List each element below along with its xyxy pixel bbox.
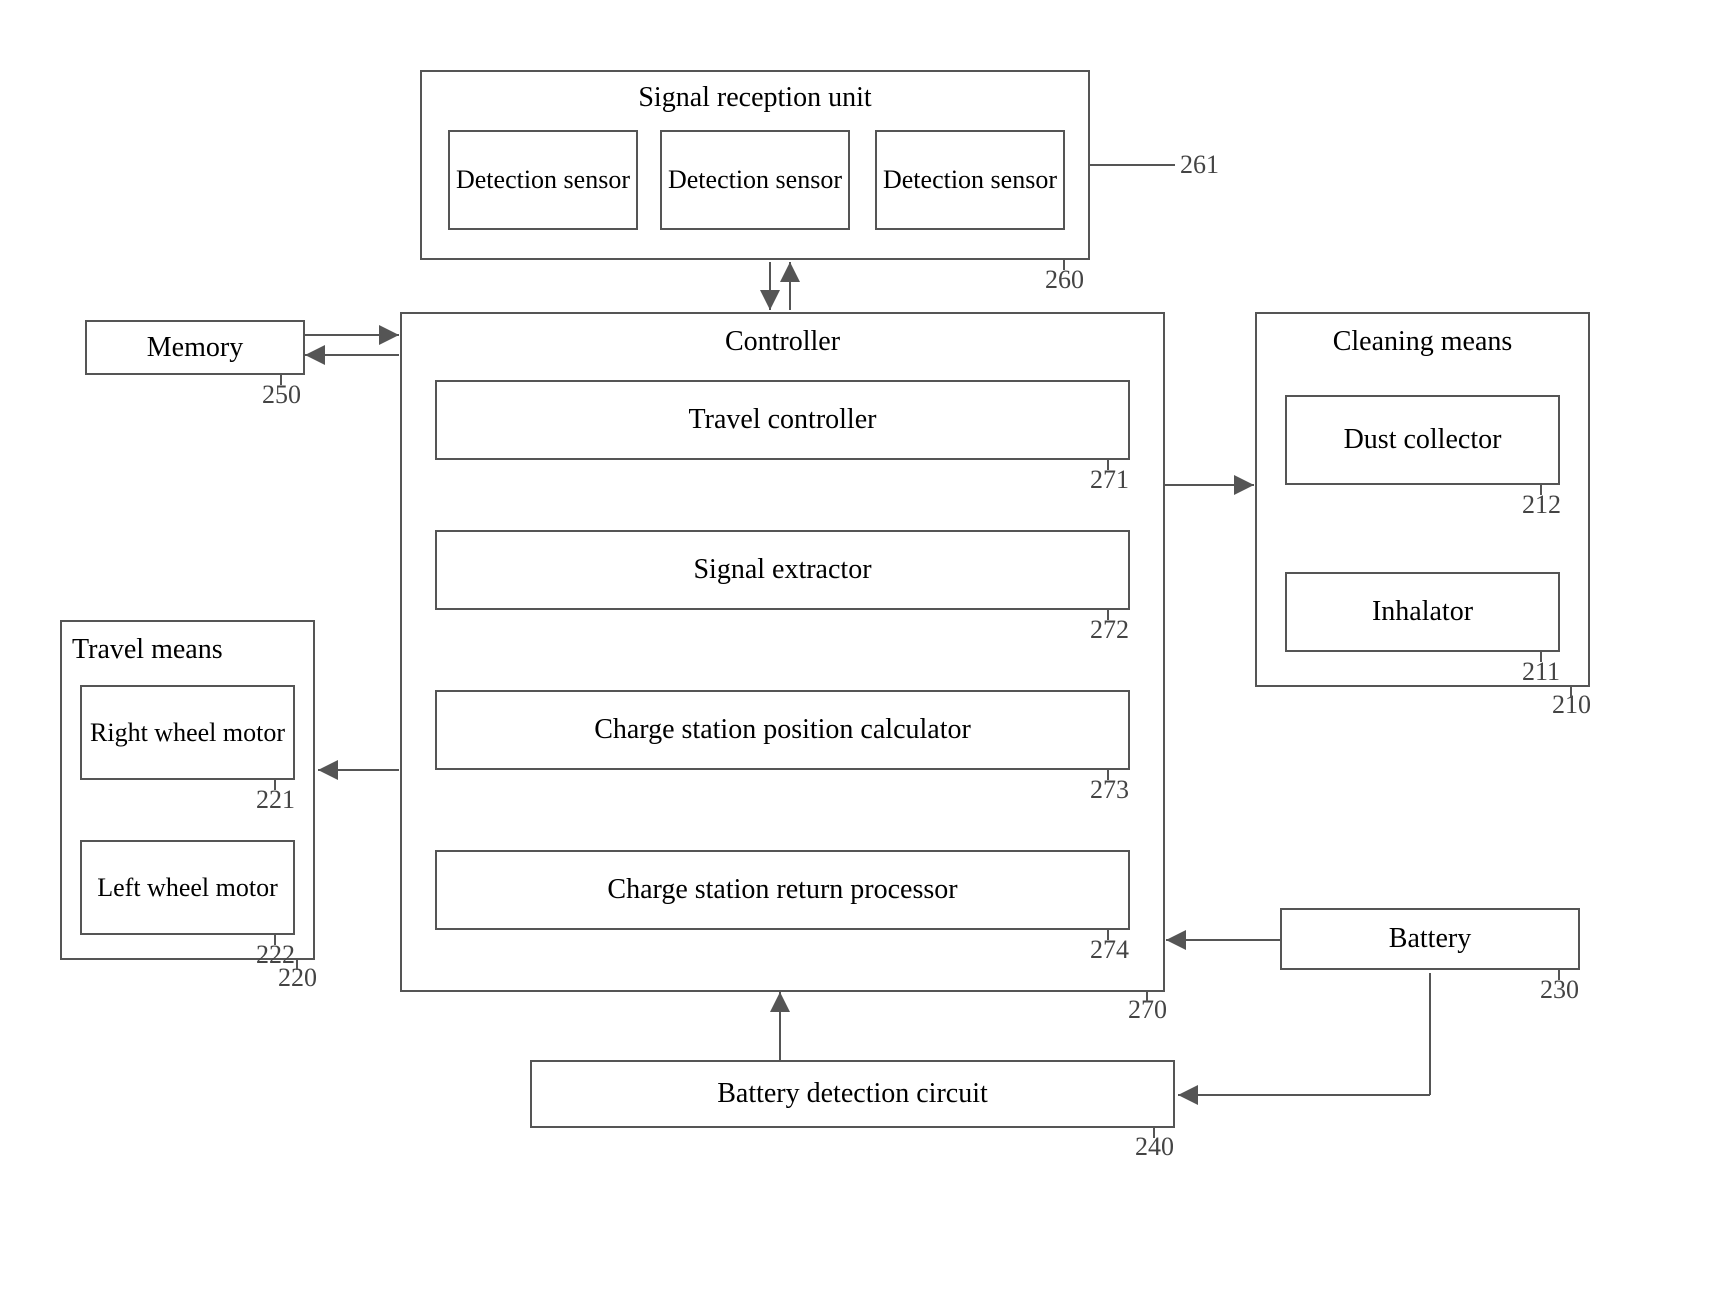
signal-extractor-label: Signal extractor: [693, 554, 871, 586]
ref-271: 271: [1090, 465, 1129, 495]
inhalator-box: Inhalator: [1285, 572, 1560, 652]
memory-label: Memory: [147, 332, 243, 364]
ref-274: 274: [1090, 935, 1129, 965]
right-wheel-motor-box: Right wheel motor: [80, 685, 295, 780]
travel-title: Travel means: [72, 634, 223, 666]
signal-extractor-box: Signal extractor: [435, 530, 1130, 610]
left-wheel-motor-box: Left wheel motor: [80, 840, 295, 935]
signal-unit-title: Signal reception unit: [422, 82, 1088, 114]
battery-detection-box: Battery detection circuit: [530, 1060, 1175, 1128]
left-wheel-label: Left wheel motor: [97, 873, 278, 903]
detection-sensor-1: Detection sensor: [448, 130, 638, 230]
travel-controller-box: Travel controller: [435, 380, 1130, 460]
charge-pos-calc-label: Charge station position calculator: [594, 714, 971, 746]
battery-box: Battery: [1280, 908, 1580, 970]
charge-return-proc-box: Charge station return processor: [435, 850, 1130, 930]
detection-sensor-3: Detection sensor: [875, 130, 1065, 230]
travel-controller-label: Travel controller: [689, 404, 877, 436]
ref-272: 272: [1090, 615, 1129, 645]
ref-273: 273: [1090, 775, 1129, 805]
controller-title: Controller: [402, 326, 1163, 358]
sensor-1-label: Detection sensor: [456, 165, 630, 195]
battery-label: Battery: [1389, 923, 1471, 955]
sensor-2-label: Detection sensor: [668, 165, 842, 195]
battery-detection-label: Battery detection circuit: [717, 1078, 988, 1110]
diagram-canvas: Signal reception unit Detection sensor D…: [0, 0, 1709, 1297]
ref-261: 261: [1180, 150, 1219, 180]
charge-return-proc-label: Charge station return processor: [607, 874, 957, 906]
cleaning-title: Cleaning means: [1257, 326, 1588, 358]
inhalator-label: Inhalator: [1372, 596, 1473, 628]
right-wheel-label: Right wheel motor: [90, 718, 285, 748]
sensor-3-label: Detection sensor: [883, 165, 1057, 195]
detection-sensor-2: Detection sensor: [660, 130, 850, 230]
dust-collector-label: Dust collector: [1344, 424, 1502, 456]
dust-collector-box: Dust collector: [1285, 395, 1560, 485]
memory-box: Memory: [85, 320, 305, 375]
charge-pos-calc-box: Charge station position calculator: [435, 690, 1130, 770]
